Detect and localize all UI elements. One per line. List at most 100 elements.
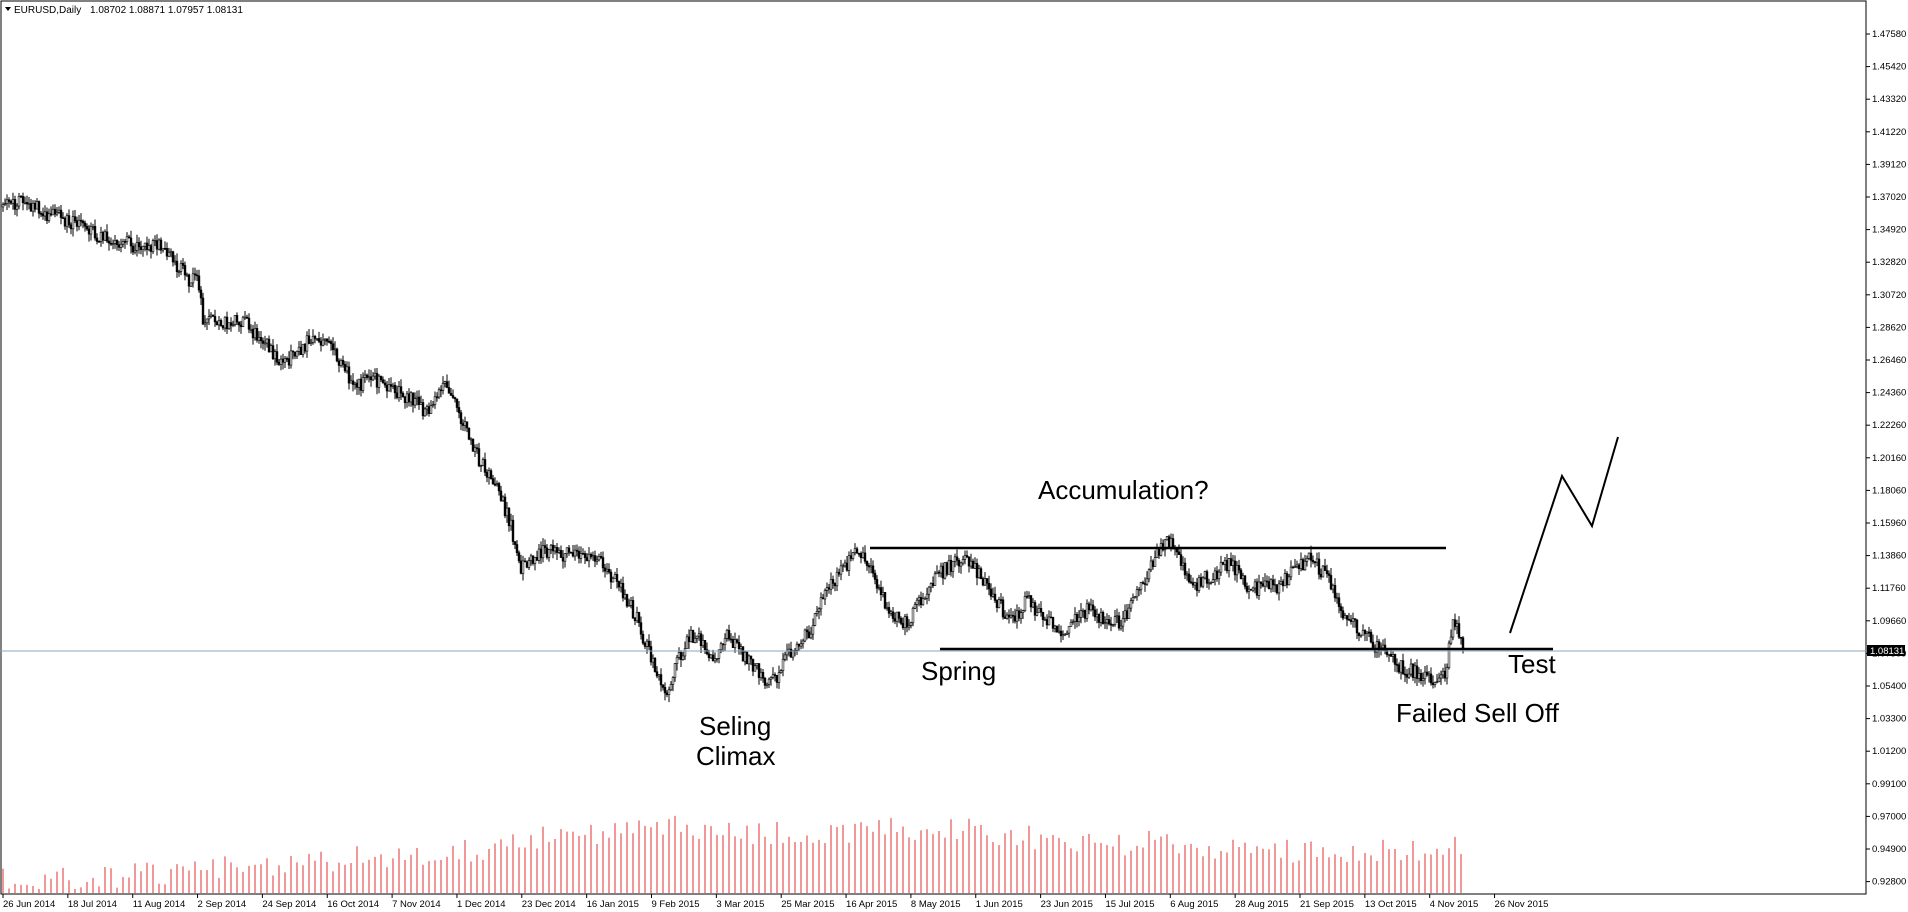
- candle-body: [1125, 610, 1129, 620]
- candle-body: [449, 393, 453, 396]
- candle-body: [701, 640, 705, 647]
- time-tick-label: 7 Nov 2014: [392, 899, 441, 910]
- candle-body: [251, 328, 255, 339]
- candle-body: [1017, 610, 1021, 619]
- candle-body: [667, 689, 671, 696]
- test-label: Test: [1508, 649, 1556, 679]
- candle-body: [1417, 673, 1421, 679]
- candle-body: [1121, 618, 1125, 627]
- candle-body: [1427, 673, 1431, 676]
- candle-body: [101, 232, 105, 241]
- candle-body: [477, 448, 481, 467]
- candle-body: [591, 555, 595, 558]
- candle-body: [993, 593, 997, 601]
- candle-body: [29, 203, 33, 212]
- candle-body: [651, 658, 655, 663]
- candle-body: [1047, 616, 1051, 626]
- candle-body: [1397, 664, 1401, 673]
- candle-body: [1349, 619, 1353, 622]
- candle-body: [165, 248, 169, 257]
- candle-body: [1241, 575, 1245, 579]
- candle-body: [691, 629, 695, 643]
- candle-body: [625, 594, 629, 607]
- candle-body: [145, 242, 149, 251]
- candle-body: [867, 565, 871, 568]
- candle-body: [859, 553, 863, 559]
- candle-body: [83, 222, 87, 227]
- candle-body: [893, 618, 897, 622]
- candle-body: [147, 245, 151, 251]
- candle-body: [1247, 588, 1251, 592]
- price-tick-label: 1.39120: [1872, 159, 1906, 170]
- candle-body: [725, 629, 729, 639]
- candle-body: [127, 236, 131, 239]
- candle-body: [179, 263, 183, 272]
- candle-body: [1071, 621, 1075, 623]
- candle-body: [783, 654, 787, 660]
- candle-body: [1045, 619, 1049, 626]
- candle-body: [727, 629, 731, 640]
- candle-body: [329, 341, 333, 345]
- candle-body: [1249, 588, 1253, 591]
- candle-body: [1077, 617, 1081, 623]
- time-axis[interactable]: 26 Jun 2014 18 Jul 2014 11 Aug 2014 2 Sep 2…: [2, 894, 1548, 910]
- candle-body: [307, 335, 311, 344]
- candle-body: [185, 274, 189, 277]
- symbol-header[interactable]: EURUSD,Daily 1.08702 1.08871 1.07957 1.0…: [5, 5, 243, 16]
- candle-body: [1067, 626, 1071, 634]
- candle-body: [285, 358, 289, 360]
- candle-body: [1165, 536, 1169, 541]
- dropdown-triangle-icon[interactable]: [5, 7, 11, 11]
- candle-body: [217, 320, 221, 326]
- candle-body: [741, 646, 745, 662]
- candle-body: [1163, 539, 1167, 551]
- candle-body: [79, 219, 83, 222]
- candle-body: [949, 559, 953, 572]
- candle-body: [439, 389, 443, 392]
- candle-body: [1285, 573, 1289, 586]
- time-tick-label: 23 Jun 2015: [1041, 899, 1093, 910]
- candle-body: [911, 607, 915, 624]
- candle-body: [261, 340, 265, 344]
- candle-body: [325, 338, 329, 342]
- candle-body: [955, 556, 959, 561]
- candle-body: [385, 384, 389, 392]
- candle-body: [1347, 619, 1351, 621]
- candle-body: [1415, 665, 1419, 679]
- candle-body: [889, 611, 893, 614]
- candle-body: [447, 387, 451, 394]
- candle-body: [817, 608, 821, 612]
- candle-body: [417, 396, 421, 405]
- candle-body: [1357, 632, 1361, 636]
- candle-body: [979, 568, 983, 579]
- candle-body: [473, 447, 477, 452]
- candle-body: [1075, 614, 1079, 623]
- candle-body: [1407, 673, 1411, 678]
- price-tick-label: 1.24360: [1872, 388, 1906, 399]
- candle-body: [85, 225, 89, 230]
- candle-body: [433, 396, 437, 405]
- candle-body: [1315, 558, 1319, 563]
- candle-body: [537, 548, 541, 561]
- candle-body: [161, 248, 165, 251]
- candle-body: [771, 674, 775, 678]
- candle-body: [1355, 619, 1359, 634]
- current-price-marker: 1.08131: [1867, 645, 1905, 657]
- candle-body: [903, 616, 907, 629]
- candle-body: [649, 646, 653, 663]
- candle-body: [91, 226, 95, 228]
- candle-body: [723, 638, 727, 646]
- candle-body: [935, 571, 939, 575]
- candle-body: [1083, 610, 1087, 619]
- price-axis[interactable]: 1.47580 1.45420 1.43320 1.41220 1.39120 1.370…: [1866, 29, 1906, 888]
- candle-body: [435, 396, 439, 399]
- candle-body: [1031, 602, 1035, 608]
- candle-body: [1159, 543, 1163, 556]
- candle-body: [1389, 653, 1393, 657]
- candle-body: [827, 587, 831, 590]
- candle-body: [721, 643, 725, 646]
- candle-body: [1235, 565, 1239, 576]
- candle-body: [75, 220, 79, 227]
- candle-body: [427, 406, 431, 414]
